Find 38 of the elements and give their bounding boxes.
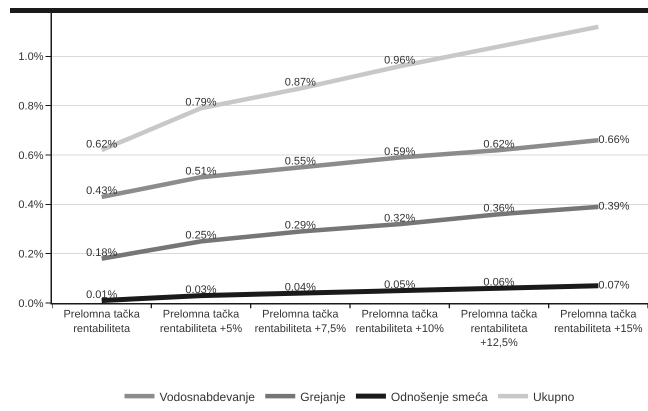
data-label: 0.18% (86, 246, 118, 259)
legend-label: Grejanje (300, 390, 346, 404)
data-label: 0.51% (185, 165, 217, 178)
data-label: 0.62% (483, 138, 515, 150)
data-label: 0.66% (598, 134, 630, 146)
data-label: 0.29% (284, 220, 316, 232)
data-label: 0.36% (483, 202, 515, 214)
data-label: 0.32% (384, 212, 416, 224)
x-tick-label: Prelomna tačka rentabiliteta +7,5% (254, 308, 346, 335)
y-tick-label: 0.8% (18, 100, 44, 113)
data-label: 0.96% (384, 54, 416, 66)
data-label: 0.79% (185, 96, 217, 108)
data-label: 0.59% (384, 146, 416, 158)
x-tick-label: Prelomna tačka rentabiliteta +10% (355, 308, 444, 335)
legend-label: Vodosnabdevanje (160, 390, 256, 404)
x-tick-label: Prelomna tačka rentabiliteta (63, 308, 141, 335)
x-tick-label: Prelomna tačka rentabiliteta +5% (160, 308, 242, 335)
data-label: 0.87% (284, 76, 316, 89)
data-label: 0.06% (483, 276, 515, 288)
data-label: 0.43% (86, 185, 118, 198)
x-tick-label: Prelomna tačka rentabiliteta +15% (554, 308, 643, 335)
data-label: 0.04% (284, 281, 316, 294)
data-label: 0.25% (185, 230, 217, 242)
data-label: 0.01% (86, 288, 118, 301)
y-tick-label: 0.2% (18, 248, 44, 261)
y-tick-label: 0.0% (18, 298, 44, 310)
y-tick-label: 1.0% (18, 51, 44, 64)
data-label: 0.55% (284, 156, 316, 168)
data-label: 0.62% (86, 138, 118, 150)
y-tick-label: 0.4% (18, 199, 44, 212)
data-label: 0.39% (598, 200, 630, 213)
legend-label: Odnošenje smeća (390, 390, 488, 404)
data-label: 0.07% (598, 279, 630, 292)
data-label: 0.03% (185, 284, 217, 296)
data-label: 0.05% (384, 278, 416, 291)
x-tick-label: Prelomna tačka rentabiliteta +12,5% (460, 308, 538, 350)
legend-label: Ukupno (532, 390, 575, 404)
y-tick-label: 0.6% (18, 150, 44, 162)
